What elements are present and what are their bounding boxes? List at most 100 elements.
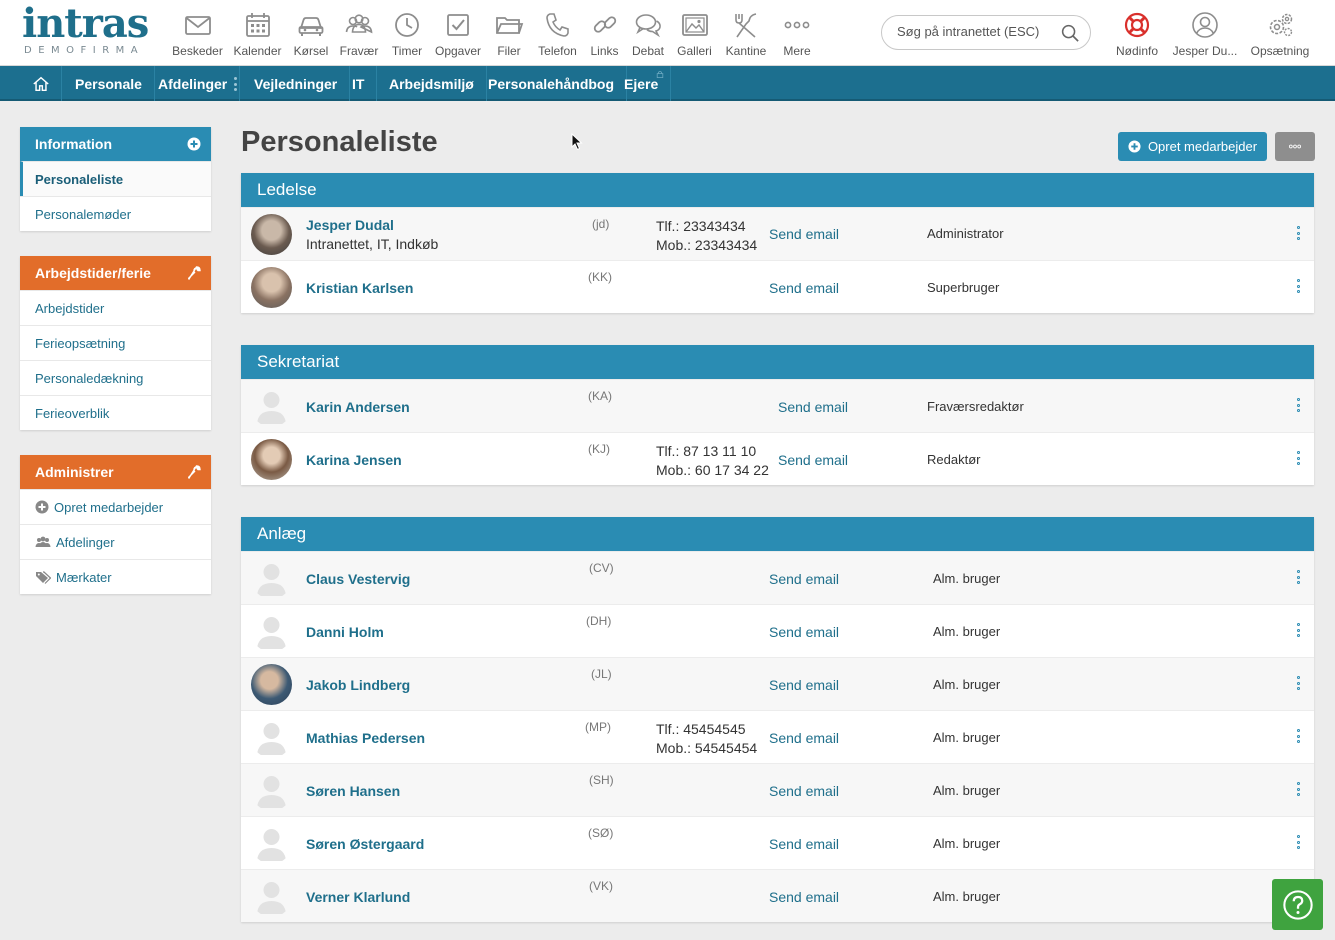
send-email-link[interactable]: Send email (769, 226, 840, 242)
nav-links[interactable]: Links (587, 0, 622, 66)
nav-beskeder[interactable]: Beskeder (172, 0, 223, 66)
send-email-link[interactable]: Send email (769, 836, 840, 852)
avatar-placeholder[interactable] (251, 386, 292, 427)
row-menu-button[interactable] (1296, 623, 1301, 637)
send-email-link[interactable]: Send email (778, 452, 849, 468)
search-field[interactable] (881, 15, 1091, 50)
mainnav-it[interactable]: IT (340, 66, 378, 101)
avatar-placeholder[interactable] (251, 558, 292, 599)
nav-mere[interactable]: Mere (777, 0, 817, 66)
mainnav-vejledninger[interactable]: Vejledninger (242, 66, 351, 101)
avatar-placeholder[interactable] (251, 876, 292, 917)
plus-circle-icon[interactable] (187, 137, 201, 151)
person-name[interactable]: Søren Hansen (306, 783, 401, 799)
avatar-placeholder[interactable] (251, 823, 292, 864)
row-menu-button[interactable] (1296, 398, 1301, 412)
avatar[interactable] (251, 664, 292, 705)
avatar[interactable] (251, 267, 292, 308)
send-email-link[interactable]: Send email (769, 280, 840, 296)
section-anlaeg: Anlæg Claus Vestervig (CV) Send email Al… (241, 517, 1314, 922)
send-email-link[interactable]: Send email (769, 571, 840, 587)
person-name[interactable]: Jesper Dudal (306, 217, 394, 233)
avatar-placeholder[interactable] (251, 770, 292, 811)
nav-kantine[interactable]: Kantine (715, 0, 777, 66)
row-menu-button[interactable] (1296, 279, 1301, 293)
person-initials: (MP) (585, 720, 611, 734)
intras-logo[interactable]: intras DEMOFIRMA (22, 4, 152, 60)
main-nav: Personale Afdelinger Vejledninger IT Arb… (0, 66, 1335, 101)
person-name[interactable]: Danni Holm (306, 624, 384, 640)
nav-debat[interactable]: Debat (622, 0, 674, 66)
sidebar-information: Information Personaleliste Personalemøde… (20, 127, 211, 231)
nav-timer[interactable]: Timer (388, 0, 426, 66)
wrench-icon[interactable] (187, 266, 201, 280)
mainnav-arbejdsmiljo[interactable]: Arbejdsmiljø (377, 66, 487, 101)
row-menu-button[interactable] (1296, 451, 1301, 465)
send-email-link[interactable]: Send email (769, 677, 840, 693)
drag-handle[interactable] (234, 77, 238, 91)
sidebar-item-afdelinger[interactable]: Afdelinger (20, 524, 211, 559)
wrench-icon[interactable] (187, 465, 201, 479)
person-initials: (KJ) (588, 442, 610, 456)
row-menu-button[interactable] (1296, 729, 1301, 743)
send-email-link[interactable]: Send email (778, 399, 849, 415)
nav-filer[interactable]: Filer (490, 0, 528, 66)
sidebar-item-maerkater[interactable]: Mærkater (20, 559, 211, 594)
avatar-placeholder[interactable] (251, 717, 292, 758)
nav-user-profile[interactable]: Jesper Du... (1172, 0, 1238, 66)
person-name[interactable]: Verner Klarlund (306, 889, 411, 905)
sidebar-item-personaledaekning[interactable]: Personaledækning (20, 360, 211, 395)
person-name[interactable]: Jakob Lindberg (306, 677, 411, 693)
person-initials: (CV) (589, 561, 614, 575)
row-menu-button[interactable] (1296, 835, 1301, 849)
person-name[interactable]: Mathias Pedersen (306, 730, 426, 746)
help-button[interactable] (1272, 879, 1323, 930)
person-name[interactable]: Claus Vestervig (306, 571, 411, 587)
person-name[interactable]: Karina Jensen (306, 452, 402, 468)
nav-opsaetning[interactable]: Opsætning (1249, 0, 1311, 66)
home-button[interactable] (20, 66, 62, 101)
nav-label: Kørsel (293, 44, 329, 58)
nav-galleri[interactable]: Galleri (674, 0, 715, 66)
mainnav-afdelinger[interactable]: Afdelinger (146, 66, 241, 101)
person-name[interactable]: Kristian Karlsen (306, 280, 414, 296)
sidebar-item-arbejdstider[interactable]: Arbejdstider (20, 290, 211, 325)
send-email-link[interactable]: Send email (769, 889, 840, 905)
create-employee-button[interactable]: Opret medarbejder (1118, 132, 1267, 161)
sidebar-item-ferieoverblik[interactable]: Ferieoverblik (20, 395, 211, 430)
table-row: Kristian Karlsen (KK) Send email Superbr… (241, 260, 1314, 313)
mainnav-personalehaandbog[interactable]: Personalehåndbog (476, 66, 628, 101)
sidebar-header-arbejdstider[interactable]: Arbejdstider/ferie (20, 256, 211, 290)
more-options-button[interactable] (1275, 132, 1315, 161)
sidebar-header-information[interactable]: Information (20, 127, 211, 161)
row-menu-button[interactable] (1296, 226, 1301, 240)
avatar-placeholder[interactable] (251, 611, 292, 652)
mainnav-ejere[interactable]: Ejere (612, 66, 672, 101)
nav-kalender[interactable]: Kalender (223, 0, 292, 66)
send-email-link[interactable]: Send email (769, 624, 840, 640)
mainnav-personale[interactable]: Personale (63, 66, 155, 101)
avatar[interactable] (251, 439, 292, 480)
person-name[interactable]: Karin Andersen (306, 399, 410, 415)
person-name[interactable]: Søren Østergaard (306, 836, 425, 852)
nav-telefon[interactable]: Telefon (528, 0, 587, 66)
nav-fravaer[interactable]: Fravær (330, 0, 388, 66)
row-menu-button[interactable] (1296, 782, 1301, 796)
nav-label: Filer (497, 44, 521, 58)
nav-opgaver[interactable]: Opgaver (426, 0, 490, 66)
nav-korsel[interactable]: Kørsel (292, 0, 330, 66)
send-email-link[interactable]: Send email (769, 783, 840, 799)
sidebar-item-opret-medarbejder[interactable]: Opret medarbejder (20, 489, 211, 524)
row-menu-button[interactable] (1296, 676, 1301, 690)
sidebar-item-personaleliste[interactable]: Personaleliste (20, 161, 211, 196)
chat-icon (635, 14, 661, 38)
search-icon[interactable] (1061, 24, 1080, 43)
send-email-link[interactable]: Send email (769, 730, 840, 746)
sidebar-item-personalemoder[interactable]: Personalemøder (20, 196, 211, 231)
avatar[interactable] (251, 214, 292, 255)
sidebar-header-administrer[interactable]: Administrer (20, 455, 211, 489)
sidebar-item-ferieopsaetning[interactable]: Ferieopsætning (20, 325, 211, 360)
search-input[interactable] (897, 24, 1057, 39)
row-menu-button[interactable] (1296, 570, 1301, 584)
nav-nodinfo[interactable]: Nødinfo (1114, 0, 1160, 66)
